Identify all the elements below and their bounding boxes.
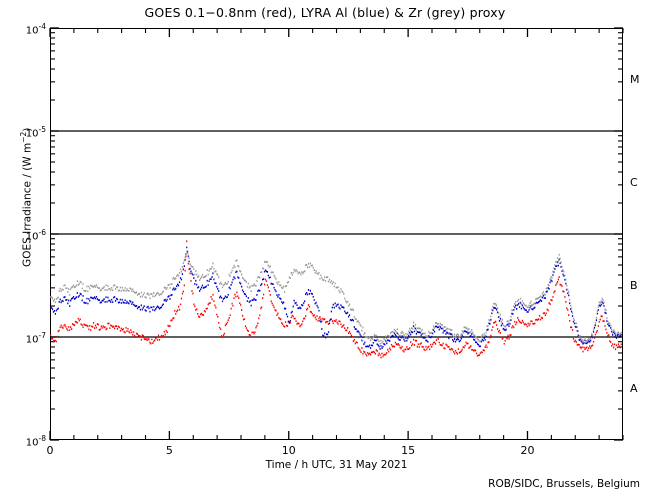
y-tick-label: 10-5 [25, 125, 46, 140]
chart-title: GOES 0.1−0.8nm (red), LYRA Al (blue) & Z… [144, 5, 506, 20]
y-tick-label: 10-6 [25, 228, 46, 243]
flare-class-M: M [630, 72, 640, 86]
flare-class-C: C [630, 175, 638, 189]
series-grey [50, 250, 622, 345]
x-tick-label: 20 [520, 444, 535, 457]
x-tick-label: 10 [281, 444, 296, 457]
x-tick-label: 0 [46, 444, 54, 457]
y-tick-label: 10-7 [25, 331, 46, 346]
credit-label: ROB/SIDC, Brussels, Belgium [488, 478, 640, 490]
x-axis-label: Time / h UTC, 31 May 2021 [265, 459, 408, 471]
y-tick: 10-8 [0, 434, 46, 449]
y-tick: 10-7 [0, 331, 46, 346]
x-tick-label: 5 [165, 444, 173, 457]
y-tick: 10-5 [0, 125, 46, 140]
y-tick: 10-6 [0, 228, 46, 243]
flare-class-A: A [630, 381, 638, 395]
series-blue [50, 246, 622, 350]
series-red [50, 240, 622, 359]
y-tick-label: 10-4 [25, 22, 46, 37]
flare-class-B: B [630, 278, 638, 292]
y-tick-label: 10-8 [25, 434, 46, 449]
x-tick-label: 15 [401, 444, 416, 457]
y-tick: 10-4 [0, 22, 46, 37]
